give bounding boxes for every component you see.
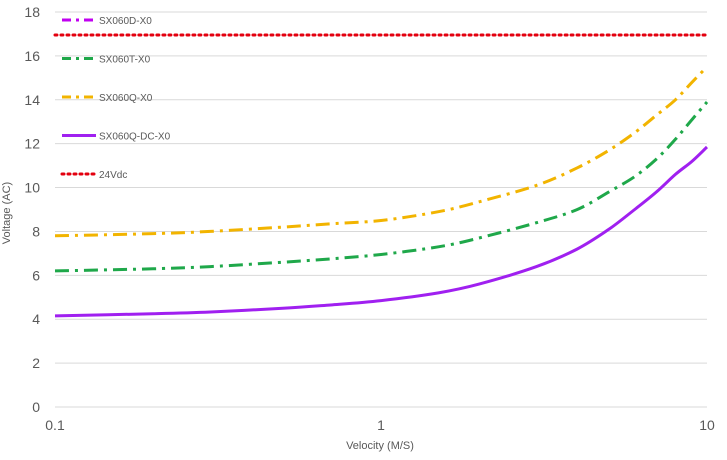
series-line-sx060q-dc-x0 (54, 145, 709, 318)
y-tick-label: 8 (32, 223, 40, 239)
legend-label: SX060D-X0 (99, 16, 152, 27)
x-tick-label: 1 (377, 417, 385, 433)
legend-label: SX060T-X0 (99, 55, 151, 66)
x-tick-label: 0.1 (45, 417, 65, 433)
y-tick-label: 18 (24, 4, 40, 20)
x-tick-label: 10 (699, 417, 715, 433)
x-axis-title: Velocity (M/S) (346, 440, 414, 452)
legend-label: SX060Q-X0 (99, 93, 153, 104)
legend-label: 24Vdc (99, 170, 127, 181)
y-axis-title: Voltage (AC) (1, 182, 13, 244)
gridlines (55, 11, 707, 408)
series-line-sx060t-x0 (54, 101, 709, 273)
legend-label: SX060Q-DC-X0 (99, 132, 171, 143)
y-tick-label: 2 (32, 355, 40, 371)
legend: SX060D-X0 SX060T-X0 SX060Q-X0 SX060Q-DC-X0 2… (60, 16, 171, 181)
y-tick-label: 6 (32, 267, 40, 283)
y-tick-label: 16 (24, 48, 40, 64)
series-lines (53, 33, 709, 318)
y-tick-label: 4 (32, 311, 40, 327)
x-tick-labels: 0.1 1 10 (45, 417, 715, 433)
series-line-sx060q-x0 (54, 65, 709, 238)
y-tick-label: 14 (24, 92, 40, 108)
y-tick-label: 12 (24, 136, 40, 152)
y-tick-label: 10 (24, 180, 40, 196)
y-tick-labels: 0 2 4 6 8 10 12 14 16 18 (24, 4, 40, 415)
y-tick-label: 0 (32, 399, 40, 415)
